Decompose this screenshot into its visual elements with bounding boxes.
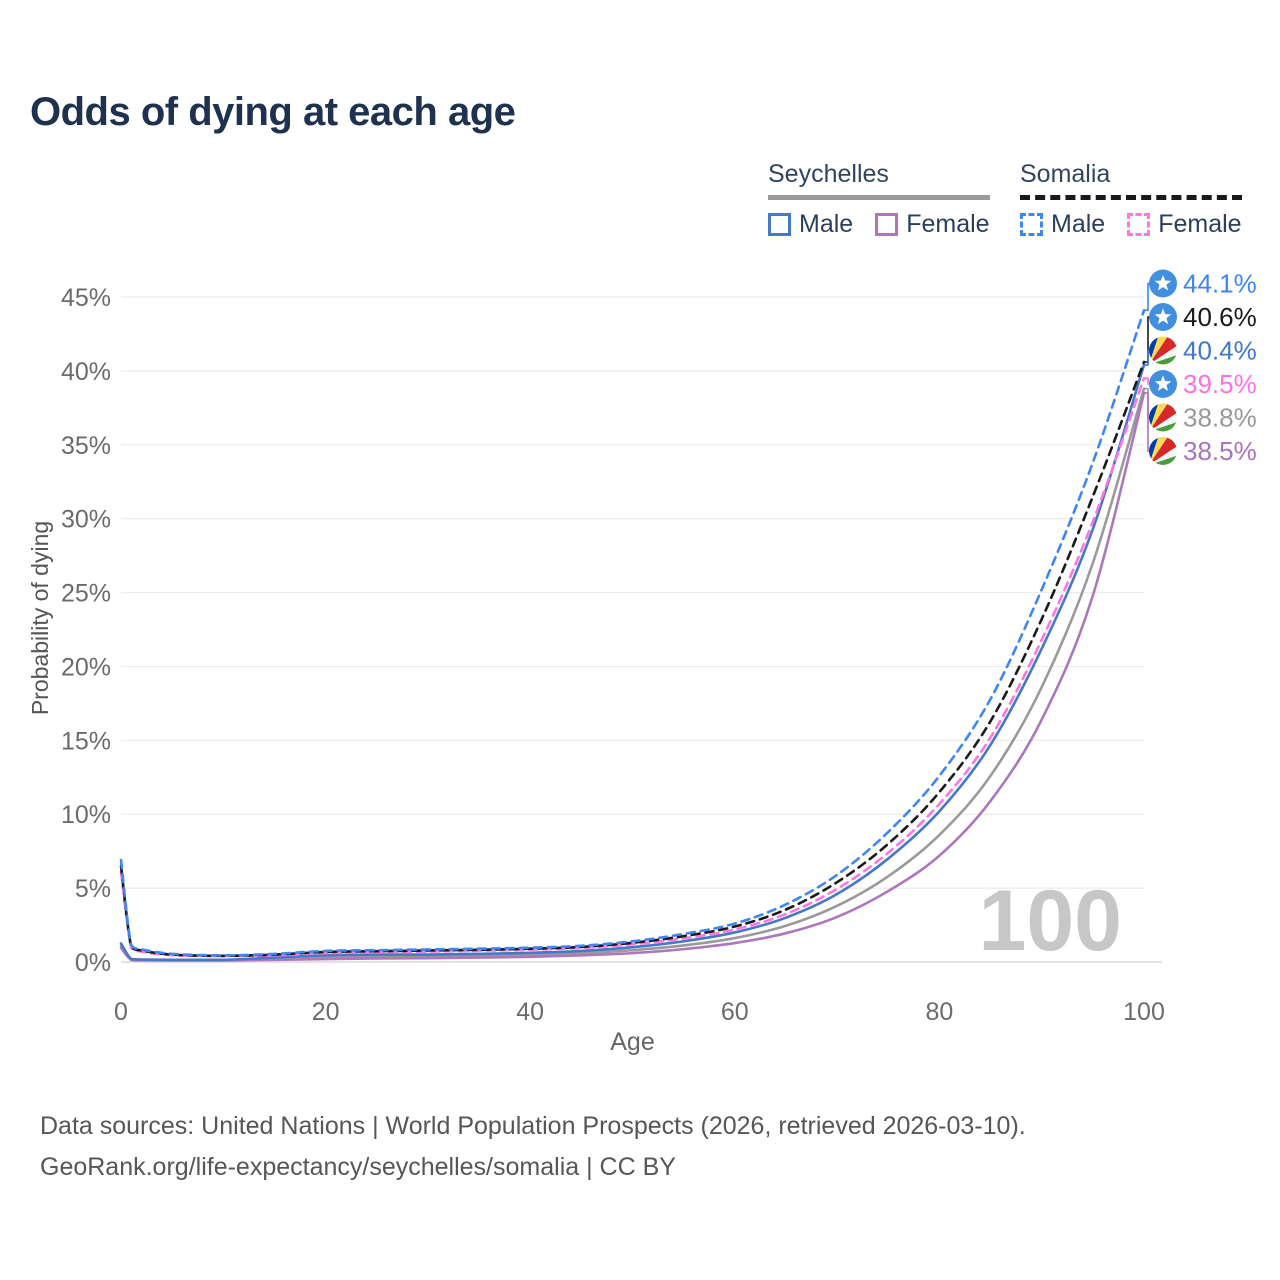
y-tick-label: 45% [61,284,111,312]
legend-group-title: Somalia [1020,160,1111,188]
seychelles-flag-icon[interactable] [1149,336,1177,365]
series-line-seychelles-male[interactable] [119,363,1146,962]
legend-item-somalia-female[interactable]: Female [1127,210,1242,239]
legend-item-label: Female [1158,210,1242,238]
somalia-male-swatch[interactable] [1020,213,1043,236]
seychelles-male-swatch[interactable] [768,213,791,236]
x-tick-label: 40 [516,998,544,1026]
end-label-value: 38.5% [1183,436,1257,466]
y-tick-label: 5% [75,875,111,903]
x-tick-label: 20 [312,998,340,1026]
x-tick-label: 0 [114,998,128,1026]
star-icon [1154,308,1172,325]
legend-item-seychelles-female[interactable]: Female [875,210,990,239]
y-tick-label: 0% [75,949,111,977]
legend-group-seychelles: Seychelles Male Female [768,160,990,239]
legend-item-somalia-male[interactable]: Male [1020,210,1105,239]
y-axis-title: Probability of dying [27,521,53,715]
legend-item-label: Male [1051,210,1106,238]
y-tick-label: 10% [61,801,111,829]
end-label-value: 39.5% [1183,369,1257,399]
seychelles-flag-icon[interactable] [1149,403,1177,432]
x-tick-label: 60 [721,998,749,1026]
page-title: Odds of dying at each age [30,90,516,134]
x-axis-title: Age [610,1028,654,1056]
legend-item-label: Male [799,210,854,238]
chart-legend: Seychelles Male Female Somalia Male Fema… [0,160,1280,250]
seychelles-line-sample [768,195,990,200]
end-label-value: 38.8% [1183,403,1257,433]
series-line-somalia-female[interactable] [119,376,1146,958]
y-tick-label: 40% [61,358,111,386]
legend-group-somalia: Somalia Male Female [1020,160,1242,239]
end-label-value: 44.1% [1183,269,1257,299]
legend-item-label: Female [906,210,990,238]
x-tick-label: 80 [925,998,953,1026]
series-line-somalia-male[interactable] [119,308,1146,957]
legend-group-title: Seychelles [768,160,889,188]
watermark-age-100: 100 [979,873,1123,969]
seychelles-female-swatch[interactable] [875,213,899,236]
y-tick-label: 20% [61,653,111,681]
y-tick-label: 15% [61,727,111,755]
somalia-female-swatch[interactable] [1127,213,1151,236]
star-icon [1154,274,1172,291]
end-label-value: 40.4% [1183,336,1257,366]
x-tick-label: 100 [1123,998,1165,1026]
somalia-line-sample [1020,195,1242,200]
footer-attribution-link[interactable]: GeoRank.org/life-expectancy/seychelles/s… [40,1153,676,1181]
legend-item-seychelles-male[interactable]: Male [768,210,853,239]
footer: Data sources: United Nations | World Pop… [40,1106,1026,1188]
y-tick-label: 35% [61,432,111,460]
y-tick-label: 25% [61,580,111,608]
footer-data-sources: Data sources: United Nations | World Pop… [40,1112,1026,1140]
y-tick-label: 30% [61,506,111,534]
seychelles-flag-icon[interactable] [1149,437,1177,465]
series-line-somalia-both[interactable] [119,360,1146,958]
star-icon [1154,375,1172,392]
end-label-value: 40.6% [1183,302,1257,332]
